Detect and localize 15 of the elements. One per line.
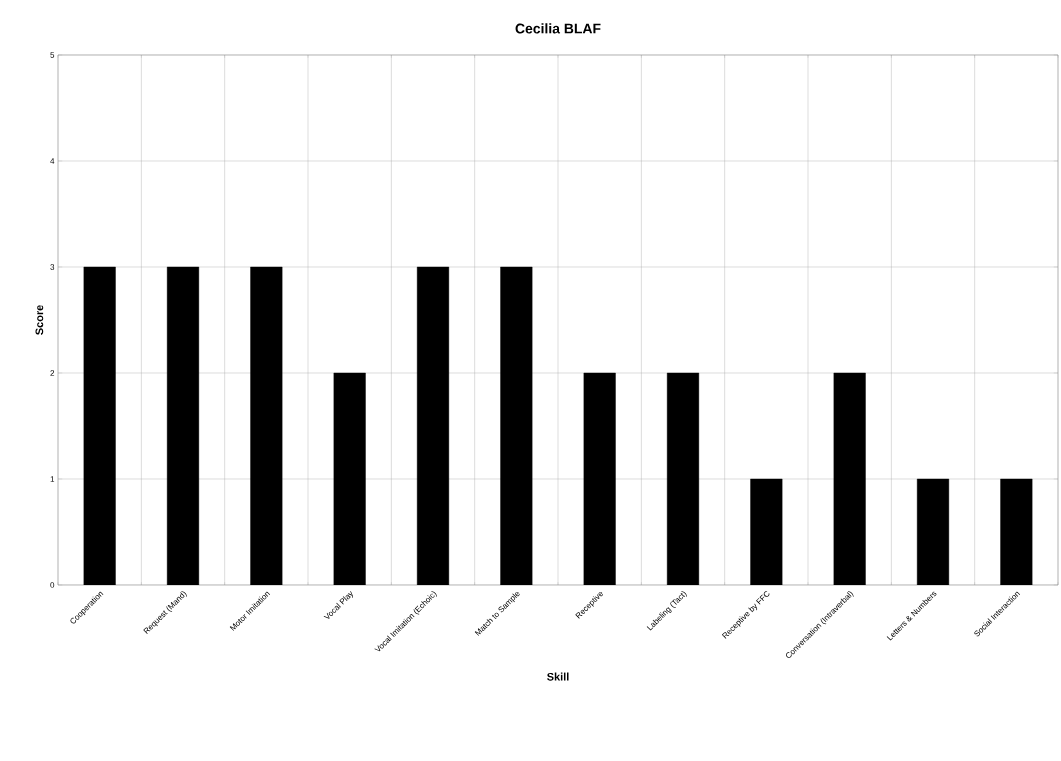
bar bbox=[333, 372, 366, 585]
x-axis-title: Skill bbox=[547, 672, 569, 681]
bar bbox=[666, 372, 700, 585]
bar bbox=[583, 372, 616, 585]
bar bbox=[83, 266, 116, 585]
y-axis-title: Score bbox=[35, 305, 44, 335]
bar bbox=[833, 372, 866, 585]
bar bbox=[750, 478, 783, 585]
bar bbox=[416, 266, 450, 585]
bar bbox=[500, 266, 533, 585]
chart-title: Cecilia BLAF bbox=[515, 23, 601, 34]
bar bbox=[166, 266, 200, 585]
bar bbox=[250, 266, 283, 585]
bar bbox=[916, 478, 950, 585]
bar bbox=[1000, 478, 1033, 585]
